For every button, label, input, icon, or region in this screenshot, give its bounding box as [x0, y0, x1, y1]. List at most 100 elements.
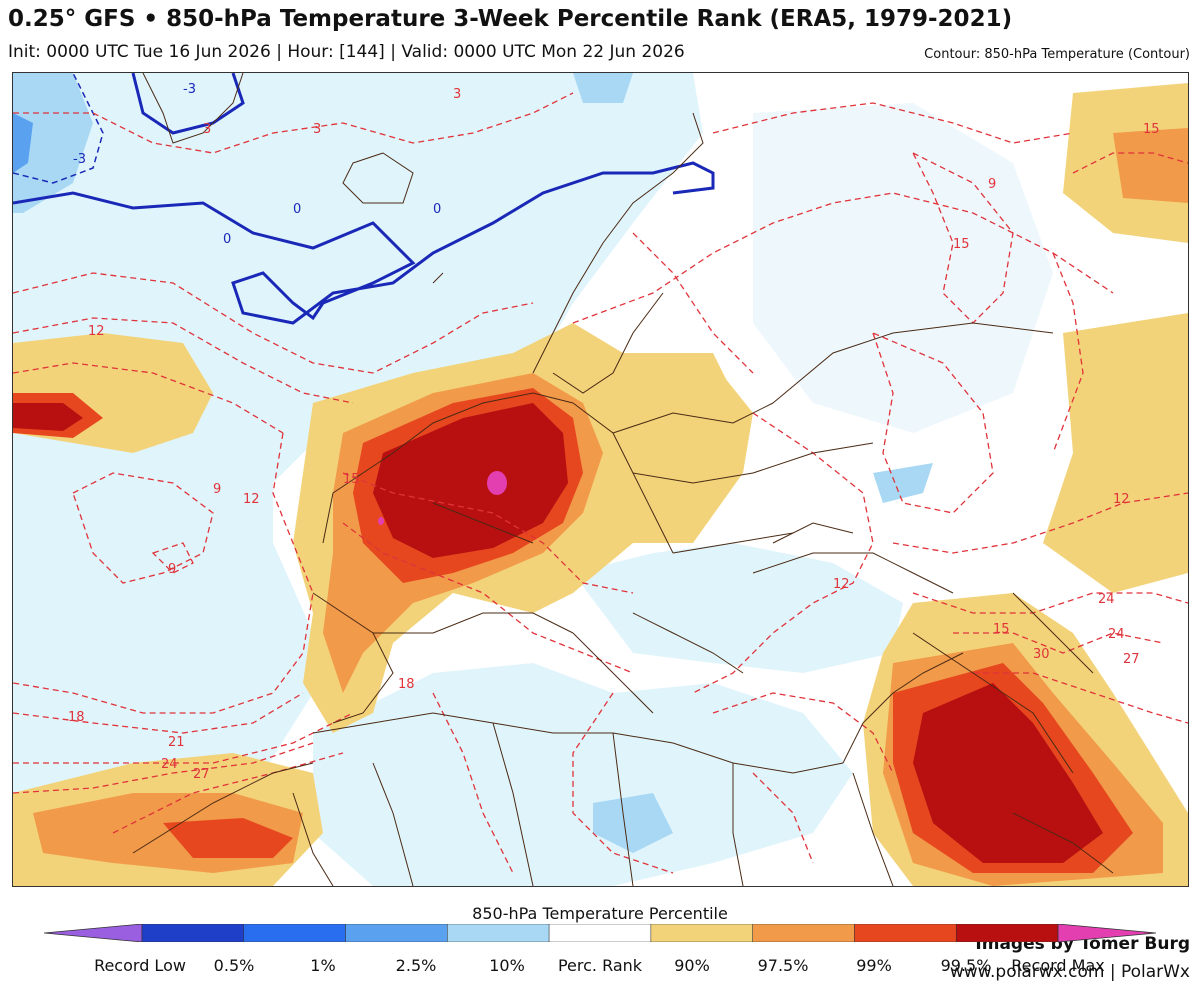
legend-labels: Record Low 0.5% 1% 2.5% 10% Perc. Rank 9…	[0, 956, 1200, 980]
contour-line	[13, 432, 314, 714]
colorbar-cell	[650, 924, 753, 942]
warmer-east-russia-shading	[1113, 128, 1188, 203]
contour-label: 27	[193, 767, 210, 782]
legend-colorbar	[44, 924, 1156, 942]
map-title: 0.25° GFS • 850-hPa Temperature 3-Week P…	[8, 6, 1013, 32]
contour-label: 15	[993, 622, 1010, 637]
contour-label: -3	[73, 152, 86, 167]
contour-label: 3	[313, 122, 321, 137]
hotter-mideast-shading	[913, 683, 1103, 863]
contour-label: 12	[1113, 492, 1130, 507]
contour-line	[892, 492, 1188, 554]
coastline	[342, 152, 414, 204]
colorbar-cell	[955, 924, 1059, 942]
contour-label: 0	[433, 202, 441, 217]
border	[132, 762, 314, 854]
contour-line	[572, 692, 674, 874]
legend-label: 10%	[489, 956, 525, 975]
hotter-west-europe-shading	[373, 403, 568, 558]
contour-label: 15	[343, 472, 360, 487]
legend-label: Record Low	[94, 956, 186, 975]
greenland-zero-contour	[131, 73, 245, 135]
contour-label: -3	[183, 82, 196, 97]
country-borders	[132, 73, 1114, 886]
border	[772, 322, 1054, 404]
contour-label: 12	[88, 324, 105, 339]
coastline	[772, 522, 854, 544]
russia-cold-shading	[753, 103, 1053, 433]
colorbar-cell	[141, 924, 245, 942]
contour-line	[973, 672, 1188, 724]
legend-label: 0.5%	[213, 956, 255, 975]
coastline	[572, 632, 654, 714]
ocean-cold-shading	[13, 73, 703, 813]
north-africa-cold-shading	[313, 663, 853, 886]
minus-three-contour	[13, 73, 104, 184]
legend-label: 99.5%	[940, 956, 992, 975]
mediterranean-cold-shading	[573, 543, 903, 673]
coastline	[532, 112, 704, 374]
coastline	[1012, 812, 1114, 874]
temperature-contours	[13, 102, 1188, 874]
contour-label: 21	[168, 735, 185, 750]
record-max-biscay-shading	[378, 517, 384, 525]
p10-arctic-shading	[573, 73, 633, 103]
legend-title: 850-hPa Temperature Percentile	[472, 904, 728, 923]
colorbar-cell	[752, 924, 855, 942]
contour-note: Contour: 850-hPa Temperature (Contour)	[924, 47, 1190, 62]
colorbar-cell	[243, 924, 346, 942]
coastline	[552, 292, 664, 394]
contour-label: 24	[1098, 592, 1115, 607]
contour-line	[953, 632, 1164, 654]
border	[672, 532, 794, 554]
contour-line	[432, 692, 514, 874]
contour-line	[632, 232, 754, 374]
colorbar-low-arrow	[44, 924, 143, 942]
contour-label: 0	[293, 202, 301, 217]
contour-line	[912, 592, 1188, 614]
zero-degree-contour	[13, 161, 715, 325]
contour-labels: -3 -3 3 0 0 0 3 3 9 12 12 9 9 15 15 15 1…	[68, 82, 1160, 782]
contour-line	[13, 272, 534, 374]
contour-line	[151, 542, 194, 574]
contour-line	[752, 772, 814, 864]
contour-line	[72, 472, 214, 584]
contour-line	[342, 472, 634, 594]
hotter-atlantic-shading	[13, 403, 83, 431]
contour-label: 12	[833, 577, 850, 592]
border	[612, 402, 774, 434]
colorbar-high-arrow	[1057, 924, 1156, 942]
coastline	[852, 772, 894, 886]
p10-greenland-coast-shading	[13, 113, 33, 173]
coastline	[322, 392, 574, 544]
contour-label: 3	[203, 122, 211, 137]
contour-label: 9	[213, 482, 221, 497]
contour-label: 9	[988, 177, 996, 192]
border	[632, 472, 754, 484]
coastline	[312, 592, 394, 724]
contour-line	[871, 331, 994, 514]
legend-label: 2.5%	[395, 956, 437, 975]
contour-label: 30	[1033, 647, 1050, 662]
legend-label: 99%	[856, 956, 892, 975]
colorbar-cell	[854, 924, 957, 942]
border	[912, 632, 1074, 774]
hot-west-africa-shading	[163, 818, 293, 858]
legend-label: 90%	[674, 956, 710, 975]
contour-line	[13, 692, 304, 734]
border	[732, 763, 744, 886]
contour-line	[712, 102, 1074, 144]
border	[372, 762, 414, 886]
legend-label: 1%	[310, 956, 336, 975]
contour-label: 24	[161, 757, 178, 772]
contour-label: 0	[223, 232, 231, 247]
border	[292, 792, 334, 886]
contour-line	[712, 692, 894, 774]
legend-label: 97.5%	[757, 956, 809, 975]
legend-label: Record Max	[1011, 956, 1105, 975]
border	[752, 442, 874, 474]
map-subtitle: Init: 0000 UTC Tue 16 Jun 2026 | Hour: […	[8, 42, 685, 62]
contour-label: 9	[168, 562, 176, 577]
border	[492, 722, 534, 886]
contour-label: 18	[398, 677, 415, 692]
